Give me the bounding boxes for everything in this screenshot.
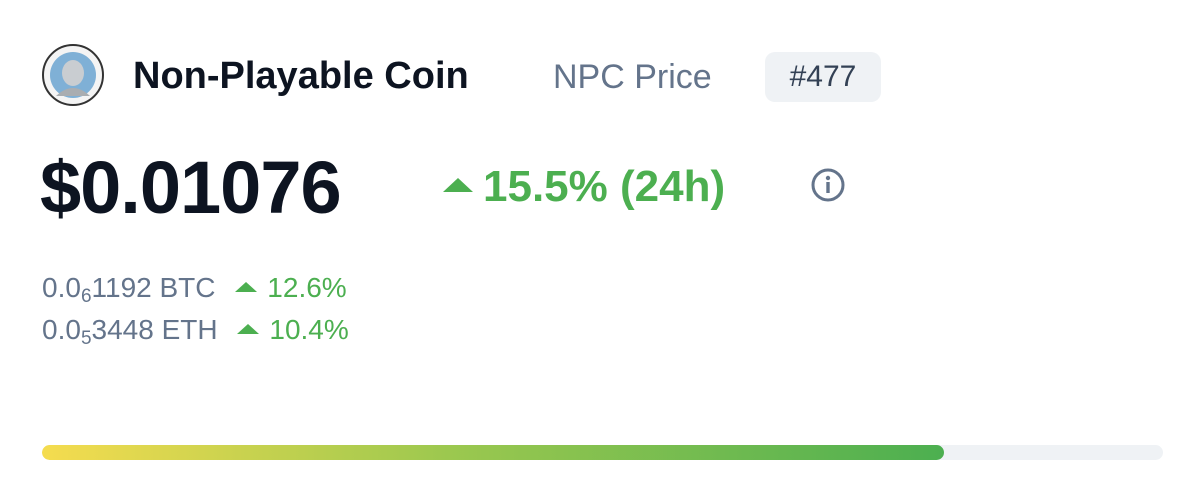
- eth-lead: 0.0: [42, 314, 81, 345]
- up-arrow: [235, 282, 258, 292]
- eth-row: 0.053448 ETH 10.4%: [42, 314, 349, 350]
- eth-change: 10.4%: [269, 314, 349, 345]
- coin-logo: [42, 44, 104, 106]
- btc-change: 12.6%: [267, 272, 347, 303]
- btc-lead: 0.0: [42, 272, 81, 303]
- change-text: 15.5% (24h): [483, 162, 726, 211]
- price: $0.01076: [40, 146, 342, 229]
- range-bar-fill: [42, 445, 945, 460]
- coin-symbol: NPC Price: [553, 58, 712, 96]
- btc-zeros: 6: [80, 286, 92, 307]
- btc-rest: 1192 BTC: [91, 272, 216, 303]
- coin-name: Non-Playable Coin: [133, 55, 469, 97]
- eth-rest: 3448 ETH: [91, 314, 218, 345]
- price-change: 15.5% (24h): [443, 162, 725, 212]
- up-arrow: [443, 178, 473, 192]
- info-icon[interactable]: [810, 167, 846, 203]
- eth-zeros: 5: [80, 328, 92, 349]
- btc-row: 0.061192 BTC 12.6%: [42, 272, 347, 308]
- up-arrow: [237, 324, 260, 334]
- rank-badge: #477: [765, 52, 881, 102]
- range-bar-track: [42, 445, 1163, 460]
